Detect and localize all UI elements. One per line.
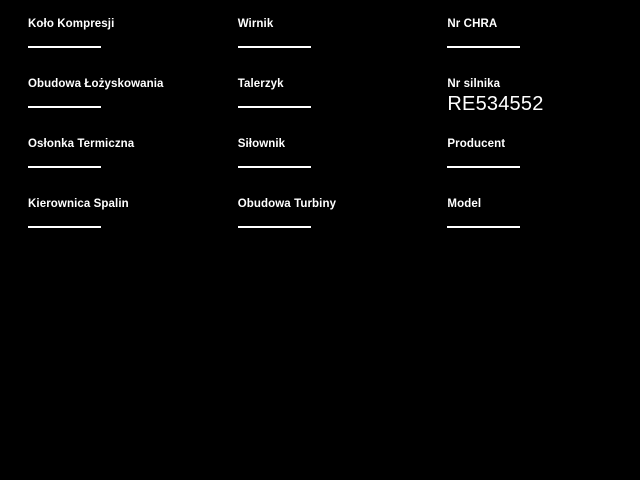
field-row[interactable]: Model [447,180,640,240]
field-row[interactable]: Nr silnika RE534552 [447,60,640,120]
field-write-in-rule [28,46,101,48]
column-left: Koło Kompresji Obudowa Łożyskowania Osłonk… [0,0,210,240]
field-label: Obudowa Łożyskowania [28,78,164,90]
field-row[interactable]: Kierownica Spalin [28,180,210,240]
field-write-in-rule [237,166,311,168]
field-value: RE534552 [447,93,544,115]
field-label: Nr CHRA [447,18,498,30]
field-row[interactable]: Osłonka Termiczna [28,120,210,180]
field-label: Koło Kompresji [28,18,115,30]
field-columns: Koło Kompresji Obudowa Łożyskowania Osłonk… [0,0,640,240]
field-label: Siłownik [237,138,286,150]
field-row[interactable]: Talerzyk [237,60,420,120]
field-label: Producent [447,138,506,150]
field-row[interactable]: Nr CHRA [447,0,640,60]
field-row[interactable]: Obudowa Łożyskowania [28,60,210,120]
column-right: Nr CHRA Nr silnika RE534552 Producent Model [419,0,640,240]
field-write-in-rule [237,226,311,228]
field-label: Model [447,198,482,210]
field-write-in-rule [237,106,311,108]
field-label: Obudowa Turbiny [237,198,337,210]
field-write-in-rule [237,46,311,48]
field-write-in-rule [28,166,101,168]
field-write-in-rule [447,226,521,228]
field-write-in-rule [447,46,521,48]
field-label: Talerzyk [237,78,284,90]
field-write-in-rule [28,226,101,228]
field-write-in-rule [447,166,521,168]
field-row[interactable]: Producent [447,120,640,180]
field-row[interactable]: Obudowa Turbiny [237,180,420,240]
field-write-in-rule [28,106,101,108]
column-middle: Wirnik Talerzyk Siłownik Obudowa Turbiny [210,0,420,240]
field-row[interactable]: Koło Kompresji [28,0,210,60]
field-label: Kierownica Spalin [28,198,129,210]
field-label: Osłonka Termiczna [28,138,135,150]
field-row[interactable]: Wirnik [237,0,420,60]
field-label: Wirnik [237,18,274,30]
field-label: Nr silnika [447,78,501,90]
field-row[interactable]: Siłownik [237,120,420,180]
